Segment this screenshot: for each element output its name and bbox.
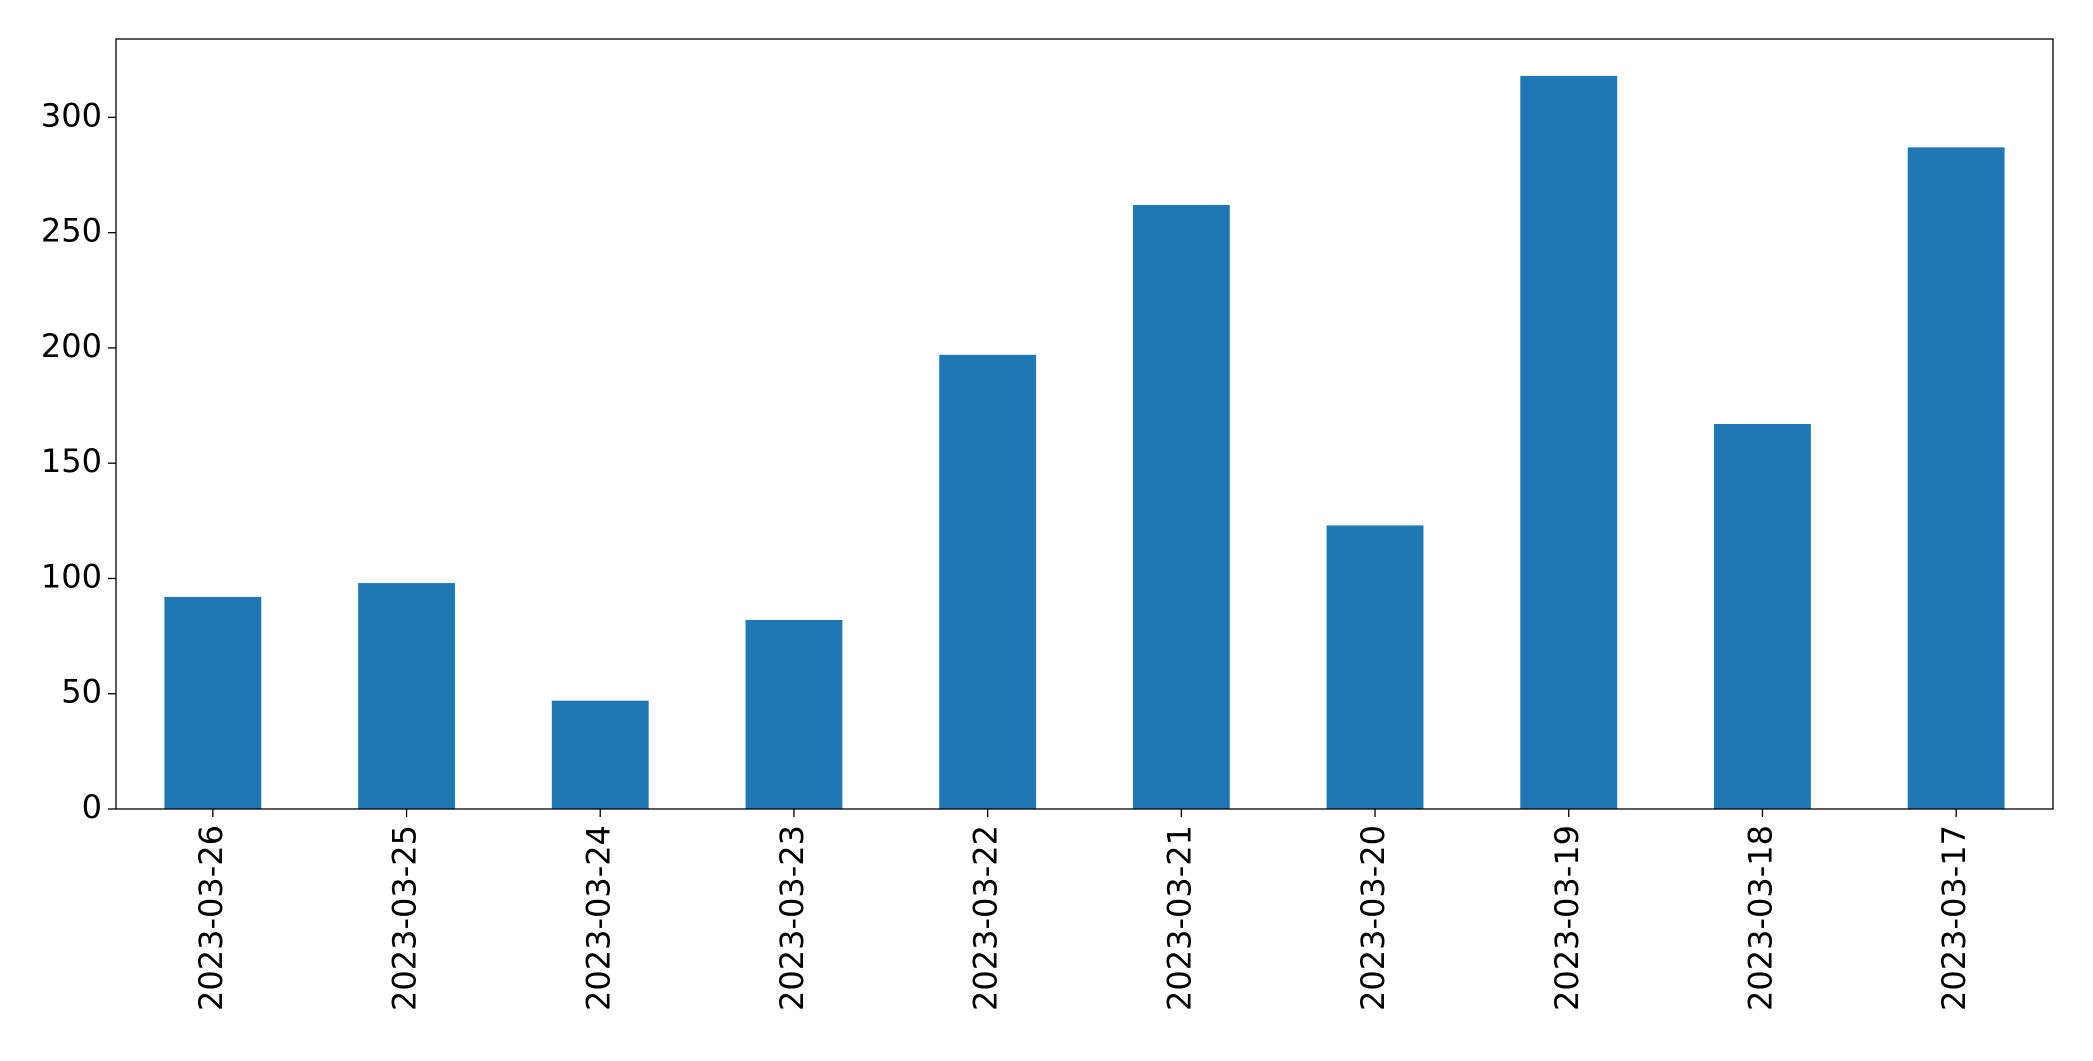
x-tick-label: 2023-03-20: [1354, 825, 1392, 1011]
x-tick-label: 2023-03-17: [1935, 825, 1973, 1011]
x-tick-label: 2023-03-25: [386, 825, 424, 1011]
y-tick-label: 200: [41, 327, 102, 365]
x-tick-label: 2023-03-22: [967, 825, 1005, 1011]
y-tick-label: 0: [82, 788, 102, 826]
bar: [358, 583, 455, 809]
y-tick-label: 250: [41, 212, 102, 250]
y-tick-label: 100: [41, 557, 102, 595]
plot-frame: [115, 38, 2054, 810]
bar: [164, 596, 262, 809]
x-tick-label: 2023-03-23: [773, 825, 811, 1011]
bar: [1714, 424, 1811, 809]
y-tick-label: 300: [41, 96, 102, 134]
bar: [551, 700, 649, 809]
x-tick-label: 2023-03-19: [1548, 825, 1586, 1011]
bar: [1520, 75, 1618, 809]
bar: [1326, 525, 1424, 809]
x-tick-label: 2023-03-18: [1741, 825, 1779, 1011]
x-tick-label: 2023-03-21: [1160, 825, 1198, 1011]
bar: [939, 354, 1037, 809]
x-tick-label: 2023-03-24: [579, 825, 617, 1011]
bar: [1907, 147, 2005, 810]
x-tick-label: 2023-03-26: [192, 825, 230, 1011]
y-tick-label: 50: [61, 673, 102, 711]
bar: [1132, 204, 1230, 809]
y-tick-label: 150: [41, 442, 102, 480]
bar: [745, 619, 843, 809]
